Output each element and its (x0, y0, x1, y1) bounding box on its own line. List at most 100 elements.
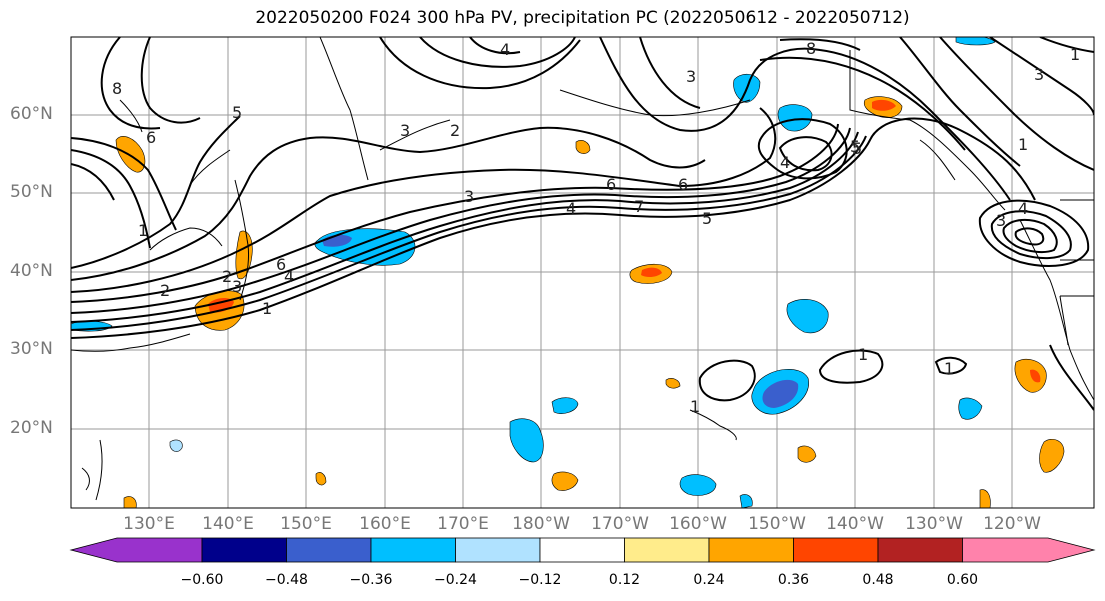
precip-positive-area (123, 496, 137, 508)
precip-negative-area (955, 37, 996, 46)
contour-label: 3 (464, 187, 474, 206)
colorbar-tick-label: 0.60 (946, 572, 979, 588)
lat-label-60n: 60°N (10, 104, 53, 124)
precip-positive-area (315, 472, 327, 486)
contour-label-layer: 8 6 5 4 2 3 4 6 6 7 5 4 5 3 1 1 3 3 2 1 … (112, 39, 1080, 416)
contour-label: 6 (606, 175, 616, 194)
colorbar-tick-label: −0.48 (265, 572, 308, 588)
precip-positive-area (1039, 439, 1065, 473)
colorbar-segment-7 (708, 537, 794, 563)
colorbar-segment-0 (69, 537, 203, 563)
colorbar-segment-9 (877, 537, 963, 563)
contour-label: 1 (944, 359, 954, 378)
colorbar-segment-4 (455, 537, 541, 563)
lon-label-180w: 180°W (512, 514, 570, 534)
lon-label-140e: 140°E (202, 514, 254, 534)
colorbar-segment-10 (962, 537, 1096, 563)
lon-label-140w: 140°W (826, 514, 884, 534)
precip-positive-area (665, 378, 681, 389)
contour-label: 4 (284, 267, 294, 286)
colorbar-tick-label: 0.24 (693, 572, 725, 588)
lon-label-160e: 160°E (359, 514, 411, 534)
contour-label: 6 (678, 175, 688, 194)
contour-label: 1 (1070, 45, 1080, 64)
lon-label-170w: 170°W (591, 514, 649, 534)
precip-negative-area (786, 299, 829, 334)
precip-positive-area (115, 136, 146, 173)
colorbar-segment-5 (539, 537, 625, 563)
contour-label: 1 (1018, 135, 1028, 154)
contour-label: 4 (500, 40, 510, 59)
precip-negative-area (777, 104, 813, 132)
precip-positive-core (641, 267, 662, 278)
plot-frame (70, 36, 1095, 509)
coastlines (71, 37, 1094, 501)
contour-label: 4 (566, 199, 576, 218)
precip-positive-area (575, 140, 591, 154)
contour-label: 5 (702, 209, 712, 228)
contour-label: 3 (686, 67, 696, 86)
precip-negative-core (762, 379, 799, 408)
gridlines (71, 37, 1094, 508)
lon-label-170e: 170°E (437, 514, 489, 534)
contour-label: 2 (222, 267, 232, 286)
precip-shading (71, 37, 1065, 508)
colorbar-segment-1 (201, 537, 287, 563)
precip-negative-area (169, 439, 183, 452)
lon-label-160w: 160°W (669, 514, 727, 534)
lon-label-150w: 150°W (748, 514, 806, 534)
chart-title: 2022050200 F024 300 hPa PV, precipitatio… (255, 8, 910, 28)
precip-negative-area (551, 397, 579, 414)
contour-label: 8 (806, 39, 816, 58)
lat-label-30n: 30°N (10, 339, 53, 359)
lat-label-40n: 40°N (10, 261, 53, 281)
colorbar (69, 537, 1096, 563)
contour-label: 4 (1018, 199, 1028, 218)
colorbar-tick-label: −0.36 (349, 572, 393, 588)
contour-label: 7 (634, 197, 644, 216)
precip-positive-area (551, 471, 579, 491)
lat-label-20n: 20°N (10, 418, 53, 438)
precip-negative-area (739, 494, 753, 508)
precip-positive-area (1014, 359, 1047, 393)
contour-label: 5 (852, 139, 862, 158)
contour-label: 3 (1034, 65, 1044, 84)
colorbar-tick-label: 0.12 (608, 572, 641, 588)
precip-positive-area (797, 445, 817, 463)
contour-label: 1 (690, 397, 700, 416)
contour-label: 2 (160, 281, 170, 300)
lon-label-150e: 150°E (280, 514, 332, 534)
lon-label-120w: 120°W (983, 514, 1041, 534)
precip-positive-area (979, 489, 991, 508)
contour-label: 3 (232, 277, 242, 296)
contour-label: 5 (232, 103, 242, 122)
contour-label: 8 (112, 79, 122, 98)
colorbar-segment-2 (286, 537, 372, 563)
contour-label: 1 (858, 345, 868, 364)
precip-positive-core (1030, 369, 1041, 383)
precip-negative-area (509, 418, 544, 463)
lon-label-130e: 130°E (123, 514, 175, 534)
colorbar-segment-8 (793, 537, 879, 563)
colorbar-segment-3 (370, 537, 456, 563)
precip-negative-area (958, 397, 983, 420)
precip-negative-area (679, 474, 717, 496)
contour-label: 1 (138, 221, 148, 240)
lat-label-50n: 50°N (10, 182, 53, 202)
contour-label: 6 (146, 128, 156, 147)
colorbar-tick-label: −0.60 (180, 572, 224, 588)
lon-label-130w: 130°W (905, 514, 963, 534)
colorbar-segment-6 (624, 537, 710, 563)
contour-label: 2 (450, 121, 460, 140)
colorbar-tick-label: 0.48 (862, 572, 894, 588)
precip-positive-core (872, 99, 896, 111)
contour-label: 3 (400, 121, 410, 140)
contour-label: 1 (262, 299, 272, 318)
contour-label: 6 (276, 255, 286, 274)
contour-label: 4 (780, 153, 790, 172)
colorbar-tick-label: −0.12 (518, 572, 562, 588)
contour-label: 5 (850, 137, 860, 156)
pv-contours (71, 37, 1094, 411)
colorbar-tick-label: −0.24 (434, 572, 477, 588)
